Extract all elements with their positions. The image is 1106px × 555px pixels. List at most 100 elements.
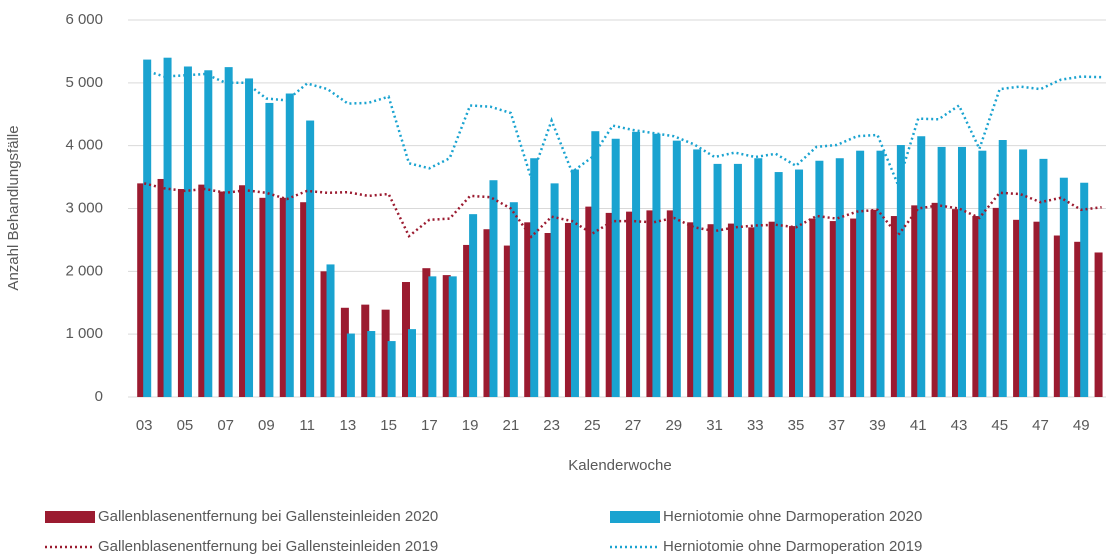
- x-axis-label: Kalenderwoche: [568, 457, 671, 474]
- x-tick-label: 35: [788, 417, 805, 434]
- bar: [1053, 235, 1062, 397]
- bar: [972, 216, 981, 397]
- y-tick-label: 0: [95, 388, 103, 405]
- bar: [442, 275, 451, 397]
- y-tick-label: 4 000: [65, 137, 103, 154]
- bar: [748, 227, 757, 397]
- x-tick-label: 23: [543, 417, 560, 434]
- bar: [544, 233, 553, 397]
- x-tick-label: 45: [991, 417, 1008, 434]
- bar: [795, 169, 804, 397]
- bar: [550, 183, 559, 397]
- bar: [198, 184, 207, 397]
- bar: [693, 149, 702, 397]
- x-tick-label: 31: [706, 417, 723, 434]
- bar: [978, 150, 987, 397]
- bar: [611, 138, 620, 397]
- bar: [774, 172, 783, 397]
- bar: [917, 136, 926, 397]
- bar: [239, 185, 248, 397]
- bar: [1059, 177, 1068, 397]
- x-tick-label: 15: [380, 417, 397, 434]
- bar: [177, 189, 186, 397]
- bar: [768, 221, 777, 397]
- bar: [320, 271, 329, 397]
- x-tick-label: 37: [828, 417, 845, 434]
- bar: [469, 214, 478, 397]
- y-axis-label: Anzahl Behandlungsfälle: [5, 125, 22, 290]
- x-tick-label: 07: [217, 417, 234, 434]
- bar: [463, 244, 472, 397]
- x-tick-label: 19: [462, 417, 479, 434]
- bar: [381, 309, 390, 397]
- bar: [503, 245, 512, 397]
- bar: [992, 207, 1001, 397]
- x-tick-label: 33: [747, 417, 764, 434]
- bar: [204, 70, 213, 398]
- legend-label: Herniotomie ohne Darmoperation 2020: [663, 508, 922, 525]
- x-tick-label: 39: [869, 417, 886, 434]
- bar: [707, 224, 716, 397]
- x-tick-label: 21: [503, 417, 520, 434]
- bar: [1013, 219, 1022, 397]
- bar: [570, 169, 579, 397]
- bar: [809, 218, 818, 397]
- x-tick-label: 11: [299, 417, 315, 434]
- bar: [143, 59, 152, 398]
- bar: [632, 131, 641, 398]
- bar: [137, 183, 146, 397]
- y-tick-label: 5 000: [65, 74, 103, 91]
- bar: [856, 150, 865, 397]
- bar: [265, 102, 274, 397]
- y-tick-label: 3 000: [65, 199, 103, 216]
- bar: [998, 140, 1007, 398]
- legend-label: Herniotomie ohne Darmoperation 2019: [663, 538, 922, 555]
- bar: [326, 264, 335, 397]
- bar: [259, 197, 268, 397]
- x-tick-label: 47: [1032, 417, 1049, 434]
- bar: [306, 120, 315, 398]
- bar: [428, 276, 437, 397]
- bar: [829, 221, 838, 397]
- x-tick-label: 41: [910, 417, 927, 434]
- bar: [1094, 252, 1103, 397]
- bar: [890, 216, 899, 397]
- bar: [224, 67, 233, 397]
- bar: [483, 229, 492, 397]
- bar: [509, 202, 518, 397]
- x-tick-label: 09: [258, 417, 275, 434]
- bar: [957, 146, 966, 397]
- bar: [937, 146, 946, 397]
- bar: [1074, 241, 1083, 397]
- bar: [850, 218, 859, 397]
- x-tick-label: 29: [665, 417, 682, 434]
- bar: [666, 210, 675, 397]
- x-tick-label: 49: [1073, 417, 1090, 434]
- bar: [1080, 182, 1089, 397]
- bar: [524, 222, 533, 397]
- bar: [754, 158, 763, 397]
- bar: [713, 163, 722, 397]
- x-tick-label: 27: [625, 417, 642, 434]
- y-tick-label: 1 000: [65, 325, 103, 342]
- bar: [163, 57, 172, 397]
- bar: [564, 222, 573, 397]
- legend-swatch: [610, 511, 660, 523]
- bar: [835, 158, 844, 397]
- bar: [1019, 149, 1028, 397]
- bar: [870, 209, 879, 397]
- bar: [489, 180, 498, 397]
- bar: [911, 205, 920, 397]
- line-series: [143, 182, 1102, 239]
- bar: [422, 268, 431, 397]
- bar: [340, 307, 349, 397]
- bar: [896, 145, 905, 397]
- bar: [591, 131, 600, 397]
- bar: [727, 223, 736, 397]
- bar: [285, 93, 294, 397]
- bar: [672, 140, 681, 397]
- legend-swatch: [45, 511, 95, 523]
- bar: [361, 304, 370, 397]
- y-tick-label: 6 000: [65, 11, 103, 28]
